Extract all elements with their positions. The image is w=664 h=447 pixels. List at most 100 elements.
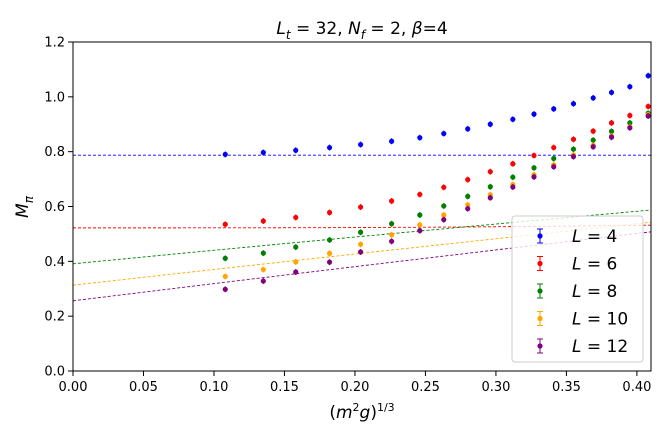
data-point-l-6 (609, 120, 614, 125)
data-point-l-4 (551, 106, 556, 111)
data-point-l-12 (223, 287, 228, 292)
data-point-l-6 (531, 153, 536, 158)
data-point-l-4 (293, 148, 298, 153)
data-point-l-6 (261, 218, 266, 223)
data-point-l-8 (293, 244, 298, 249)
data-point-l-12 (488, 195, 493, 200)
data-point-l-12 (571, 154, 576, 159)
y-tick-label: 0.2 (44, 310, 65, 325)
data-point-l-4 (358, 142, 363, 147)
data-point-l-4 (261, 150, 266, 155)
data-point-l-4 (609, 90, 614, 95)
data-point-l-10 (223, 274, 228, 279)
data-point-l-8 (417, 212, 422, 217)
data-point-l-12 (551, 164, 556, 169)
x-tick-label: 0.25 (411, 380, 440, 395)
y-axis-label: Mπ (13, 195, 36, 218)
legend-label-l-4: L = 4 (572, 227, 617, 247)
data-point-l-8 (571, 147, 576, 152)
legend-label-l-8: L = 8 (572, 282, 617, 302)
chart-title: Lt = 32, Nf = 2, β=4 (276, 19, 447, 42)
x-axis-label: (m2g)1/3 (329, 401, 394, 423)
data-point-l-4 (327, 145, 332, 150)
data-point-l-8 (441, 203, 446, 208)
data-point-l-8 (551, 156, 556, 161)
data-point-l-4 (417, 135, 422, 140)
data-point-l-12 (293, 269, 298, 274)
data-point-l-8 (389, 221, 394, 226)
x-tick-label: 0.15 (270, 380, 299, 395)
data-point-l-12 (609, 135, 614, 140)
y-tick-label: 0.8 (44, 145, 65, 160)
data-point-l-4 (591, 95, 596, 100)
legend-marker-l-4 (537, 233, 542, 238)
legend-marker-l-6 (537, 261, 542, 266)
data-point-l-8 (591, 138, 596, 143)
data-point-l-6 (293, 215, 298, 220)
data-point-l-8 (531, 165, 536, 170)
y-tick-label: 1.0 (44, 90, 65, 105)
data-point-l-12 (417, 228, 422, 233)
data-point-l-12 (358, 249, 363, 254)
data-point-l-8 (261, 251, 266, 256)
x-tick-label: 0.05 (129, 380, 158, 395)
data-point-l-8 (488, 184, 493, 189)
data-point-l-10 (358, 242, 363, 247)
data-point-l-6 (571, 137, 576, 142)
data-point-l-6 (358, 204, 363, 209)
y-tick-label: 0.4 (44, 255, 65, 270)
x-tick-label: 0.40 (622, 380, 651, 395)
data-point-l-12 (389, 239, 394, 244)
y-axis-ticks: 0.0 0.2 0.4 0.6 0.8 1.0 1.2 (44, 36, 73, 380)
y-tick-label: 1.2 (44, 36, 65, 51)
legend-marker-l-8 (537, 288, 542, 293)
data-point-l-6 (510, 161, 515, 166)
data-point-l-4 (510, 117, 515, 122)
legend-label-l-6: L = 6 (572, 255, 617, 275)
data-point-l-12 (646, 113, 651, 118)
data-point-l-4 (627, 84, 632, 89)
data-point-l-8 (510, 175, 515, 180)
data-point-l-6 (646, 104, 651, 109)
data-point-l-6 (551, 145, 556, 150)
legend-marker-l-12 (537, 343, 542, 348)
data-point-l-12 (261, 278, 266, 283)
legend-label-l-12: L = 12 (572, 337, 628, 357)
data-point-l-12 (465, 206, 470, 211)
data-point-l-6 (488, 169, 493, 174)
data-point-l-6 (441, 185, 446, 190)
x-tick-label: 0.20 (340, 380, 369, 395)
y-tick-label: 0.0 (44, 365, 65, 380)
legend-label-l-10: L = 10 (572, 310, 628, 330)
data-point-l-6 (389, 198, 394, 203)
data-point-l-4 (223, 152, 228, 157)
data-point-l-6 (465, 177, 470, 182)
data-point-l-4 (465, 126, 470, 131)
data-point-l-6 (327, 210, 332, 215)
legend-marker-l-10 (537, 316, 542, 321)
legend: L = 4 L = 6 L = 8 L = 10 L = 12 (512, 216, 643, 362)
data-point-l-12 (591, 144, 596, 149)
x-tick-label: 0.00 (59, 380, 88, 395)
data-point-l-6 (627, 113, 632, 118)
data-point-l-6 (591, 129, 596, 134)
data-point-l-12 (510, 184, 515, 189)
data-point-l-4 (441, 131, 446, 136)
data-point-l-10 (327, 251, 332, 256)
data-point-l-12 (627, 125, 632, 130)
data-point-l-10 (389, 232, 394, 237)
data-point-l-10 (261, 267, 266, 272)
data-point-l-4 (488, 122, 493, 127)
data-point-l-10 (293, 259, 298, 264)
data-point-l-6 (223, 222, 228, 227)
y-tick-label: 0.6 (44, 200, 65, 215)
x-tick-label: 0.30 (481, 380, 510, 395)
data-point-l-4 (531, 112, 536, 117)
data-point-l-6 (417, 192, 422, 197)
data-point-l-4 (646, 73, 651, 78)
data-point-l-12 (531, 174, 536, 179)
data-point-l-4 (389, 139, 394, 144)
